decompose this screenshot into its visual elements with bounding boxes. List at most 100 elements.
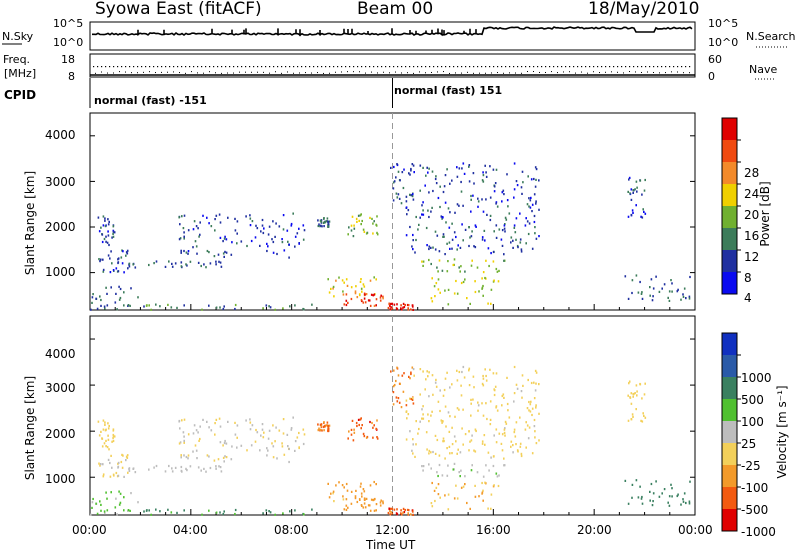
power-echo-cell: [328, 291, 331, 294]
power-echo-cell: [282, 228, 285, 231]
power-colorbar-cell: [722, 162, 737, 184]
velocity-echo-cell: [529, 410, 532, 413]
freq-point: [601, 66, 603, 68]
velocity-echo-cell: [267, 437, 270, 440]
nave-point: [617, 71, 618, 73]
power-echo-cell: [194, 240, 197, 243]
power-echo-cell: [101, 240, 104, 244]
nave-point: [305, 72, 306, 74]
freq-point: [545, 66, 547, 68]
power-echo-cell: [439, 185, 441, 188]
nave-point: [659, 72, 660, 74]
power-echo-cell: [98, 230, 101, 233]
noise-sky-trace: [92, 26, 693, 37]
power-echo-cell: [668, 290, 671, 293]
freq-point: [541, 66, 543, 68]
power-echo-cell: [670, 279, 672, 282]
power-echo-cell: [275, 222, 277, 225]
power-echo-cell: [433, 285, 436, 288]
power-echo-cell: [445, 221, 447, 224]
nave-point: [479, 72, 480, 74]
freq-point: [637, 66, 639, 68]
velocity-echo-cell: [397, 397, 400, 400]
velocity-echo-cell: [446, 447, 448, 450]
velocity-echo-cell: [201, 513, 203, 516]
power-echo-cell: [501, 244, 504, 247]
nave-point: [155, 72, 156, 74]
power-echo-cell: [327, 223, 330, 226]
velocity-echo-cell: [209, 466, 212, 470]
velocity-echo-cell: [668, 495, 671, 498]
power-echo-cell: [399, 179, 401, 182]
power-echo-cell: [106, 304, 109, 307]
velocity-echo-cell: [214, 433, 216, 436]
power-echo-cell: [481, 236, 484, 239]
velocity-echo-cell: [355, 489, 357, 492]
velocity-echo-cell: [535, 404, 537, 407]
velocity-echo-cell: [652, 492, 655, 495]
velocity-echo-cell: [641, 397, 643, 400]
power-echo-cell: [185, 251, 188, 254]
power-echo-cell: [441, 269, 444, 272]
nave-point: [635, 71, 636, 73]
power-echo-cell: [642, 208, 644, 211]
velocity-echo-cell: [389, 507, 392, 510]
velocity-echo-cell: [419, 420, 421, 423]
power-echo-cell: [525, 217, 527, 220]
nave-point: [491, 72, 492, 74]
freq-point: [433, 66, 435, 68]
velocity-echo-cell: [218, 465, 220, 468]
velocity-echo-cell: [272, 424, 274, 427]
power-echo-cell: [417, 228, 419, 231]
power-colorbar-cell: [722, 272, 737, 294]
power-echo-cell: [117, 270, 120, 273]
velocity-echo-cell: [407, 513, 410, 516]
velocity-colorbar-cell: [722, 487, 737, 509]
nave-point: [299, 72, 300, 74]
power-echo-cell: [519, 238, 522, 241]
nave-point: [581, 71, 582, 73]
velocity-echo-cell: [259, 449, 261, 452]
freq-point: [169, 66, 171, 68]
power-echo-cell: [435, 175, 437, 178]
power-echo-cell: [444, 289, 446, 292]
velocity-echo-cell: [104, 423, 106, 426]
nave-point: [203, 72, 204, 74]
velocity-echo-cell: [318, 427, 320, 430]
date-title: 18/May/2010: [588, 0, 700, 19]
velocity-echo-cell: [105, 439, 107, 442]
power-echo-cell: [350, 286, 353, 289]
velocity-echo-cell: [268, 510, 270, 513]
power-echo-cell: [357, 214, 360, 217]
freq-point: [417, 66, 419, 68]
power-echo-cell: [116, 308, 118, 311]
power-echo-cell: [298, 242, 300, 245]
velocity-echo-cell: [489, 423, 492, 426]
freq-point: [641, 66, 643, 68]
power-echo-cell: [268, 225, 271, 228]
freq-point: [137, 66, 139, 68]
power-echo-cell: [403, 168, 405, 171]
velocity-echo-cell: [471, 434, 473, 437]
velocity-echo-cell: [412, 452, 414, 455]
power-echo-cell: [224, 235, 226, 238]
power-echo-cell: [376, 215, 378, 218]
velocity-colorbar-cell: [722, 421, 737, 443]
power-echo-cell: [410, 169, 412, 172]
velocity-echo-cell: [290, 427, 293, 430]
power-echo-cell: [117, 257, 120, 260]
velocity-echo-cell: [215, 467, 217, 470]
velocity-echo-cell: [234, 512, 236, 516]
velocity-echo-cell: [246, 449, 248, 452]
power-echo-cell: [137, 296, 139, 299]
power-echo-cell: [456, 292, 459, 295]
velocity-echo-cell: [395, 379, 397, 383]
velocity-echo-cell: [373, 498, 376, 501]
velocity-echo-cell: [503, 428, 506, 431]
freq-point: [657, 66, 659, 68]
velocity-echo-cell: [477, 404, 480, 407]
velocity-echo-cell: [435, 378, 437, 381]
velocity-echo-cell: [391, 512, 394, 515]
power-echo-cell: [505, 218, 508, 221]
freq-point: [645, 66, 647, 68]
